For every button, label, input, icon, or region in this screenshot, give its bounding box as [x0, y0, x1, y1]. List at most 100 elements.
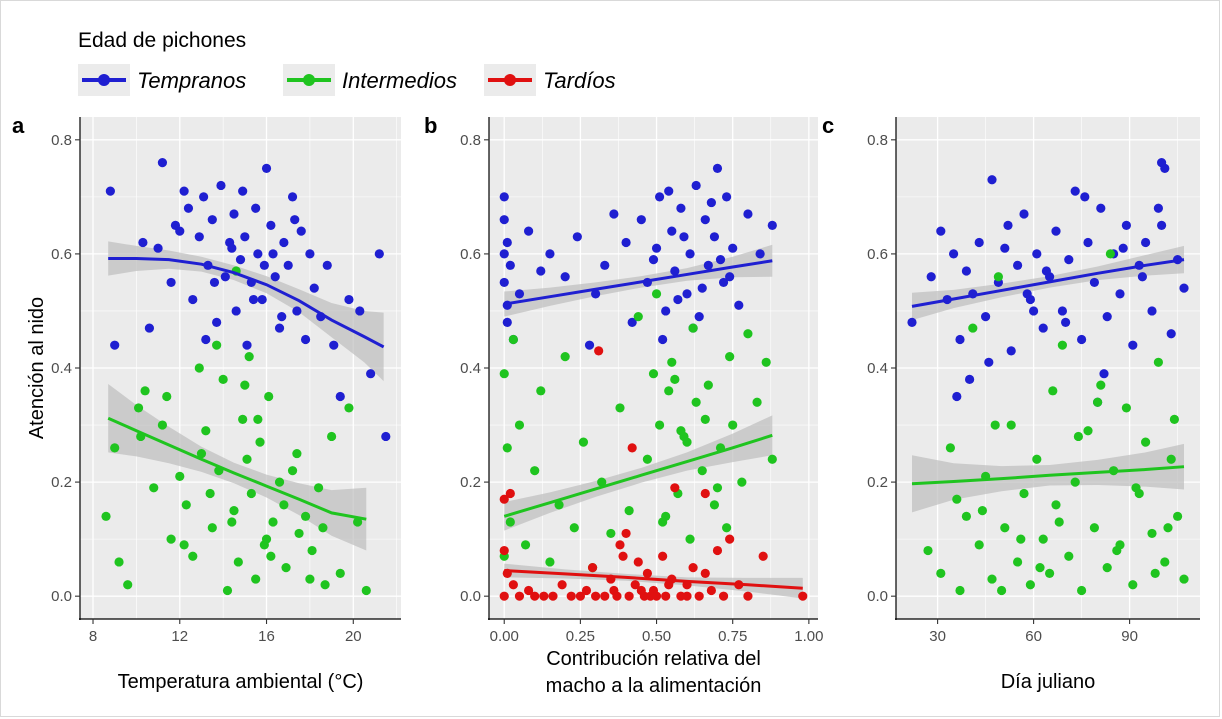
data-point	[685, 534, 695, 544]
data-point	[524, 585, 534, 596]
data-point	[734, 300, 744, 310]
data-point	[694, 312, 704, 322]
data-point	[162, 391, 172, 402]
data-point	[667, 357, 677, 367]
data-point	[274, 477, 285, 487]
data-point	[560, 351, 570, 362]
data-point	[231, 306, 241, 316]
data-point	[183, 203, 194, 213]
data-point	[636, 585, 646, 596]
data-point	[697, 283, 707, 293]
data-point	[514, 289, 525, 299]
data-point	[722, 192, 732, 202]
data-point	[1093, 397, 1103, 407]
data-point	[508, 334, 518, 345]
data-point	[679, 232, 689, 242]
data-point	[505, 260, 515, 270]
data-point	[569, 523, 579, 533]
data-point	[1029, 306, 1039, 316]
data-point	[520, 540, 531, 550]
confidence-band	[504, 415, 773, 531]
data-point	[1147, 528, 1157, 539]
data-point	[743, 209, 753, 219]
data-point	[597, 477, 607, 487]
x-tick-label: 60	[1025, 628, 1042, 645]
data-point	[670, 374, 680, 385]
data-point	[600, 260, 610, 270]
data-point	[709, 232, 720, 242]
data-point	[166, 277, 176, 288]
data-point	[188, 294, 198, 305]
data-point	[499, 215, 509, 225]
data-point	[1006, 346, 1016, 356]
data-point	[1077, 334, 1087, 345]
data-point	[685, 249, 695, 259]
x-axis-title: macho a la alimentación	[546, 675, 762, 697]
data-point	[270, 272, 280, 282]
data-point	[984, 357, 994, 367]
data-point	[227, 243, 237, 253]
data-point	[648, 369, 659, 379]
data-point	[1105, 249, 1115, 259]
data-point	[530, 591, 540, 601]
data-point	[502, 443, 512, 453]
data-point	[1099, 369, 1109, 379]
data-point	[758, 551, 768, 561]
data-point	[615, 403, 625, 413]
x-tick-label: 20	[345, 628, 362, 645]
data-point	[274, 323, 285, 333]
data-point	[606, 528, 616, 539]
data-point	[1013, 557, 1023, 567]
data-point	[287, 466, 298, 476]
panel-b: 0.0 0.2 0.4 0.6 0.8 0.00 0.25 0.50 0.75 1.00 Contr…	[460, 117, 823, 697]
data-point	[329, 340, 339, 350]
data-point	[1064, 255, 1074, 265]
data-point	[539, 591, 549, 601]
data-point	[1041, 266, 1051, 276]
data-point	[1006, 420, 1016, 430]
y-tick-label: 0.0	[51, 588, 72, 605]
data-point	[335, 568, 345, 578]
data-point	[648, 255, 659, 265]
data-point	[697, 466, 707, 476]
y-axis-title: Atención al nido	[26, 297, 48, 439]
data-point	[166, 534, 176, 544]
data-point	[524, 226, 534, 236]
data-point	[242, 340, 252, 350]
data-point	[712, 545, 723, 556]
data-point	[949, 249, 959, 259]
data-point	[554, 500, 564, 510]
trend-line	[504, 569, 803, 590]
data-point	[737, 477, 747, 487]
data-point	[1137, 272, 1147, 282]
data-point	[676, 203, 686, 213]
data-point	[624, 506, 634, 516]
data-point	[712, 483, 723, 493]
data-point	[257, 294, 267, 305]
data-point	[591, 591, 601, 601]
data-point	[1173, 511, 1183, 521]
data-point	[725, 534, 735, 544]
data-point	[305, 249, 315, 259]
data-point	[1118, 243, 1128, 253]
data-point	[1096, 380, 1106, 390]
data-point	[300, 511, 311, 521]
data-point	[712, 163, 723, 173]
data-point	[591, 289, 601, 299]
data-point	[682, 591, 692, 601]
legend-label: Tempranos	[137, 68, 246, 93]
data-point	[706, 585, 716, 596]
data-point	[1019, 209, 1029, 219]
data-point	[1038, 534, 1048, 544]
data-point	[676, 426, 686, 436]
data-point	[642, 568, 653, 578]
data-point	[292, 306, 302, 316]
y-tick-label: 0.2	[51, 474, 72, 491]
data-point	[661, 306, 671, 316]
data-point	[1160, 557, 1170, 567]
data-point	[955, 585, 965, 596]
y-tick-label: 0.8	[51, 132, 72, 149]
data-point	[682, 437, 692, 447]
